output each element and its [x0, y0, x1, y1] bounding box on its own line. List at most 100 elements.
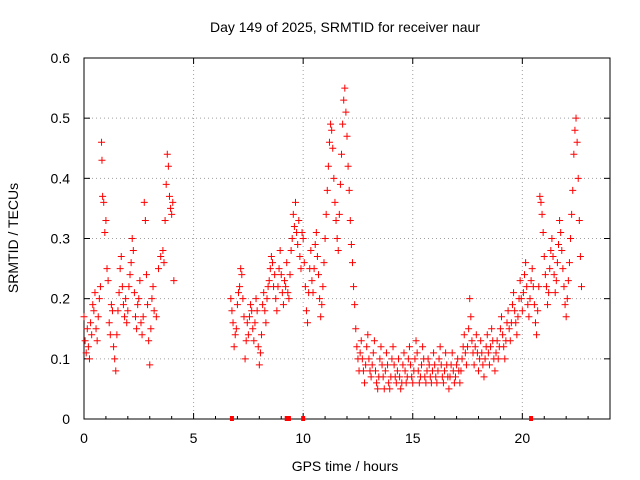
- data-point: [390, 361, 398, 369]
- data-point: [538, 210, 546, 218]
- data-point: [528, 265, 536, 273]
- data-point: [255, 361, 263, 369]
- data-point: [484, 349, 492, 357]
- data-point: [233, 301, 241, 309]
- data-point: [468, 337, 476, 345]
- data-point: [545, 289, 553, 297]
- data-point: [146, 361, 154, 369]
- data-point: [159, 247, 167, 255]
- data-point: [481, 355, 489, 363]
- data-point: [457, 367, 465, 375]
- data-point: [385, 379, 393, 387]
- data-point: [575, 216, 583, 224]
- data-point: [239, 295, 247, 303]
- data-point: [508, 301, 516, 309]
- data-point: [453, 361, 461, 369]
- data-point: [492, 349, 500, 357]
- data-point: [123, 319, 131, 327]
- data-point: [540, 253, 548, 261]
- data-point: [517, 295, 525, 303]
- data-point: [122, 295, 130, 303]
- data-point: [516, 277, 524, 285]
- data-point: [395, 355, 403, 363]
- data-point: [479, 361, 487, 369]
- data-point: [152, 313, 160, 321]
- data-point: [312, 228, 320, 236]
- data-point: [389, 343, 397, 351]
- data-point: [472, 331, 480, 339]
- data-point: [510, 289, 518, 297]
- data-point: [432, 373, 440, 381]
- data-point: [80, 313, 88, 321]
- data-point: [556, 216, 564, 224]
- data-point: [319, 283, 327, 291]
- data-point: [504, 307, 512, 315]
- data-point: [471, 343, 479, 351]
- data-point: [310, 265, 318, 273]
- data-point: [539, 228, 547, 236]
- y-tick-label: 0.3: [51, 231, 71, 247]
- data-point: [578, 283, 586, 291]
- data-point: [525, 313, 533, 321]
- data-point: [268, 259, 276, 267]
- data-point: [554, 241, 562, 249]
- data-point: [324, 162, 332, 170]
- data-point: [313, 253, 321, 261]
- data-point: [367, 373, 375, 381]
- y-tick-label: 0.5: [51, 110, 71, 126]
- data-point: [374, 385, 382, 393]
- data-point: [564, 277, 572, 285]
- data-point: [570, 150, 578, 158]
- data-point: [526, 295, 534, 303]
- data-point: [461, 349, 469, 357]
- data-point: [275, 265, 283, 273]
- data-point: [237, 265, 245, 273]
- data-point: [451, 373, 459, 381]
- data-point: [281, 277, 289, 285]
- data-point: [397, 385, 405, 393]
- data-point: [351, 301, 359, 309]
- data-point: [300, 259, 308, 267]
- y-tick-label: 0: [62, 411, 70, 427]
- data-point: [242, 337, 250, 345]
- data-point: [413, 349, 421, 357]
- data-point: [414, 367, 422, 375]
- data-point: [116, 265, 124, 273]
- x-tick-label: 5: [190, 430, 198, 446]
- data-point: [311, 241, 319, 249]
- data-point: [104, 277, 112, 285]
- data-point: [430, 349, 438, 357]
- data-point: [262, 319, 270, 327]
- data-point: [241, 355, 249, 363]
- data-point: [88, 331, 96, 339]
- data-point: [252, 295, 260, 303]
- data-point: [98, 138, 106, 146]
- data-point: [478, 349, 486, 357]
- zero-marker: [229, 416, 234, 421]
- data-point: [488, 325, 496, 333]
- data-point: [317, 313, 325, 321]
- data-point: [259, 301, 267, 309]
- data-point: [369, 349, 377, 357]
- data-point: [282, 283, 290, 291]
- data-point: [244, 331, 252, 339]
- data-point: [137, 319, 145, 327]
- x-tick-label: 0: [80, 430, 88, 446]
- data-point: [284, 289, 292, 297]
- data-point: [247, 301, 255, 309]
- data-point: [513, 331, 521, 339]
- data-point: [424, 355, 432, 363]
- data-point: [402, 379, 410, 387]
- data-point: [373, 379, 381, 387]
- data-point: [557, 228, 565, 236]
- data-point: [523, 283, 531, 291]
- data-point: [541, 271, 549, 279]
- data-point: [327, 120, 335, 128]
- axis-ticks: 0 5 10 15 20 0 0.1 0.2 0.3 0.4 0.5 0.6: [51, 50, 610, 446]
- data-point: [99, 192, 107, 200]
- data-point: [460, 331, 468, 339]
- data-point: [124, 307, 132, 315]
- data-point: [477, 337, 485, 345]
- data-point: [562, 313, 570, 321]
